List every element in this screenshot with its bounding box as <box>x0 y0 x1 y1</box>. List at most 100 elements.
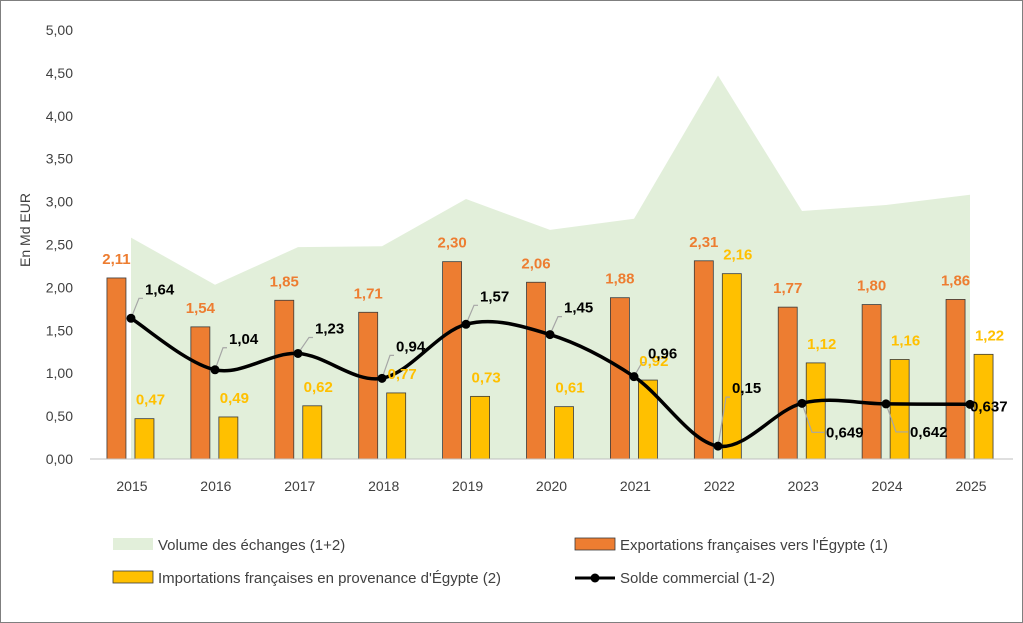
import-bar-2024 <box>889 359 910 460</box>
balance-point-2015 <box>126 313 136 323</box>
line-layer <box>126 313 975 451</box>
export-label-2018: 1,71 <box>354 285 383 302</box>
legend-swatch <box>574 537 616 551</box>
x-tick-label-2023: 2023 <box>788 478 819 494</box>
y-tick-label: 2,00 <box>46 279 73 295</box>
export-bar-2018 <box>358 311 379 460</box>
import-bar-2023 <box>805 362 826 460</box>
y-tick-label: 5,00 <box>46 22 73 38</box>
x-tick-label-2021: 2021 <box>620 478 651 494</box>
export-bar-2015 <box>106 277 127 460</box>
export-label-2019: 2,30 <box>437 235 466 252</box>
import-label-2025: 1,22 <box>975 327 1004 344</box>
volume-area <box>131 75 970 459</box>
y-tick-label: 2,50 <box>46 237 73 253</box>
x-tick-label-2019: 2019 <box>452 478 483 494</box>
legend-item-4: Solde commercial (1-2) <box>575 570 775 587</box>
leader-line-2019 <box>465 304 478 325</box>
leader-line-2020 <box>549 315 562 335</box>
x-tick-label-2016: 2016 <box>200 478 231 494</box>
leader-line-2023 <box>801 403 824 433</box>
balance-label-2020: 1,45 <box>564 300 593 317</box>
import-label-2023: 1,12 <box>807 336 836 353</box>
leader-line-2015 <box>130 297 143 319</box>
x-tick-label-2015: 2015 <box>116 478 147 494</box>
export-label-2020: 2,06 <box>521 255 550 272</box>
legend-item-1: Volume des échanges (1+2) <box>113 537 345 554</box>
export-bar-2025 <box>945 299 966 460</box>
leader-line-2021 <box>633 362 646 377</box>
balance-label-2018: 0,94 <box>396 338 426 355</box>
x-tick-label-2018: 2018 <box>368 478 399 494</box>
balance-point-2019 <box>461 319 471 329</box>
leader-line-2022 <box>717 396 730 447</box>
import-label-2019: 0,73 <box>471 369 500 386</box>
export-label-2016: 1,54 <box>186 300 216 317</box>
import-bar-2019 <box>470 395 490 460</box>
import-label-2024: 1,16 <box>891 332 920 349</box>
import-bar-2015 <box>134 418 155 460</box>
balance-point-2016 <box>210 365 220 375</box>
export-bar-2020 <box>526 281 546 460</box>
balance-point-2021 <box>629 372 639 382</box>
x-tick-label-2022: 2022 <box>704 478 735 494</box>
import-bar-2020 <box>554 406 574 460</box>
x-tick-label-2017: 2017 <box>284 478 315 494</box>
import-label-2017: 0,62 <box>304 379 333 396</box>
balance-label-2022: 0,15 <box>732 380 761 397</box>
y-tick-label: 1,00 <box>46 365 73 381</box>
export-label-2024: 1,80 <box>857 278 886 295</box>
balance-label-2016: 1,04 <box>229 331 259 348</box>
export-bar-2022 <box>693 260 714 460</box>
export-bar-2024 <box>861 304 882 460</box>
balance-point-2023 <box>797 398 807 408</box>
y-tick-label: 0,50 <box>46 408 73 424</box>
legend-item-2: Exportations françaises vers l'Égypte (1… <box>574 537 888 554</box>
area-layer <box>131 75 970 459</box>
leader-line-2017 <box>297 336 313 354</box>
leader-line-2024 <box>885 403 908 433</box>
export-label-2021: 1,88 <box>605 271 634 288</box>
legend-label: Volume des échanges (1+2) <box>158 537 345 554</box>
import-label-2015: 0,47 <box>136 392 165 409</box>
balance-point-2017 <box>293 348 303 358</box>
export-bar-2017 <box>274 299 295 460</box>
y-axis-title: En Md EUR <box>17 193 33 267</box>
legend-item-3: Importations françaises en provenance d'… <box>112 570 501 587</box>
balance-label-2019: 1,57 <box>480 288 509 305</box>
legend-label: Exportations françaises vers l'Égypte (1… <box>620 537 888 554</box>
balance-point-2018 <box>377 373 387 383</box>
balance-point-2020 <box>545 330 555 340</box>
import-bar-2022 <box>721 273 742 460</box>
balance-point-2024 <box>881 399 891 409</box>
balance-label-2023: 0,649 <box>826 424 864 441</box>
balance-label-2025: 0,637 <box>970 398 1008 415</box>
import-label-2022: 2,16 <box>723 247 752 264</box>
x-tick-label-2020: 2020 <box>536 478 567 494</box>
y-tick-label: 4,00 <box>46 108 73 124</box>
balance-label-2024: 0,642 <box>910 424 948 441</box>
import-label-2020: 0,61 <box>555 380 584 397</box>
legend-swatch <box>113 538 153 550</box>
export-label-2022: 2,31 <box>689 234 718 251</box>
balance-label-2015: 1,64 <box>145 281 175 298</box>
import-bar-2018 <box>386 392 407 460</box>
export-bar-2016 <box>190 326 211 460</box>
leader-line-2018 <box>381 354 394 379</box>
y-tick-label: 0,00 <box>46 451 73 467</box>
import-bar-2016 <box>218 416 239 460</box>
data-labels-layer: 2,11 1,54 1,85 1,71 2,30 2,06 1,88 2,31 1,77 1,80… <box>102 234 1007 442</box>
import-label-2021: 0,92 <box>639 353 668 370</box>
legend-marker <box>590 573 600 583</box>
y-tick-label: 4,50 <box>46 65 73 81</box>
legend-label: Importations françaises en provenance d'… <box>158 570 501 587</box>
legend-swatch <box>112 570 154 584</box>
y-tick-label: 1,50 <box>46 322 73 338</box>
export-label-2023: 1,77 <box>773 280 802 297</box>
export-bar-2023 <box>777 306 798 460</box>
balance-point-2022 <box>713 441 723 451</box>
y-tick-label: 3,00 <box>46 194 73 210</box>
legend: Volume des échanges (1+2) Exportations fr… <box>112 537 888 587</box>
import-label-2018: 0,77 <box>388 366 417 383</box>
